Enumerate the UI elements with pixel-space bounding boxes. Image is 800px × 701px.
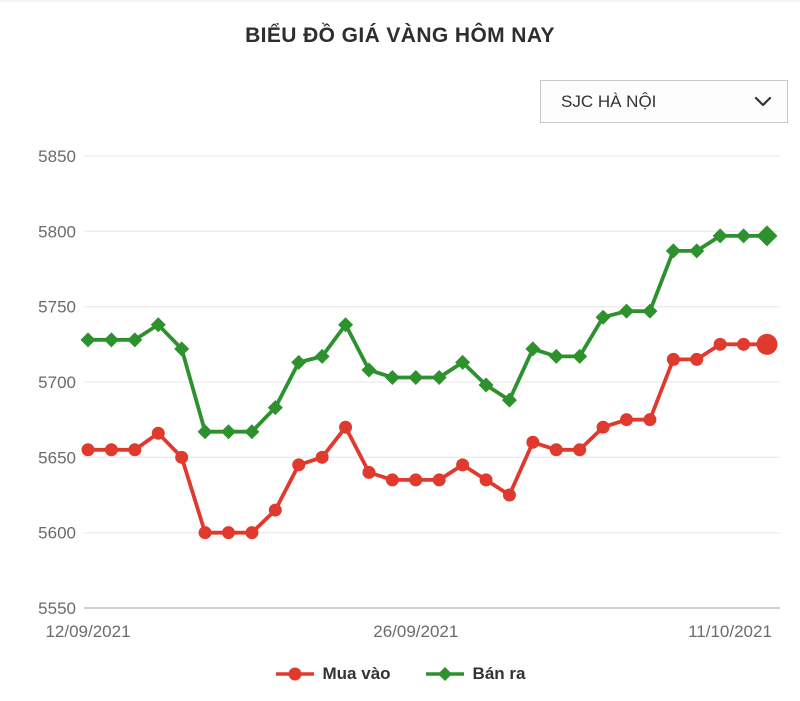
data-point-marker [408, 369, 424, 385]
data-point-marker [384, 369, 400, 385]
data-point-marker [736, 228, 752, 244]
y-axis-tick-label: 5600 [38, 524, 76, 543]
data-point-marker [713, 337, 727, 351]
data-point-marker [549, 443, 563, 457]
data-point-marker [409, 473, 423, 487]
data-point-marker [339, 420, 353, 434]
y-axis-tick-label: 5850 [38, 147, 76, 166]
data-point-marker [150, 317, 166, 333]
data-point-marker [525, 341, 541, 357]
data-point-marker [737, 337, 751, 351]
legend-item-label: Mua vào [322, 664, 391, 683]
data-point-marker [526, 435, 540, 449]
data-point-marker [455, 354, 471, 370]
legend-item-label: Bán ra [472, 664, 526, 683]
y-axis-tick-label: 5650 [38, 448, 76, 467]
x-axis-tick-label: 26/09/2021 [373, 622, 458, 641]
series-line-mua-vao [86, 342, 769, 535]
data-point-marker [315, 450, 329, 464]
data-point-marker [220, 424, 236, 440]
data-point-marker [127, 332, 143, 348]
data-point-marker [174, 341, 190, 357]
data-point-marker [573, 443, 587, 457]
data-point-marker [175, 450, 189, 464]
y-axis-tick-label: 5750 [38, 298, 76, 317]
data-point-marker [643, 413, 657, 427]
data-point-marker [478, 377, 494, 393]
data-point-marker [432, 473, 446, 487]
data-point-marker [80, 332, 96, 348]
data-point-marker [596, 420, 610, 434]
data-point-marker [479, 473, 493, 487]
data-point-marker [267, 400, 283, 416]
data-point-marker [756, 225, 778, 247]
x-axis-tick-label: 12/09/2021 [45, 622, 130, 641]
data-point-marker [245, 526, 259, 540]
data-point-marker [151, 426, 165, 440]
data-point-marker [501, 392, 517, 408]
data-point-marker [361, 362, 377, 378]
data-point-marker [128, 443, 142, 457]
chart-legend: Mua vào Bán ra [0, 658, 800, 690]
y-axis-tick-label: 5550 [38, 599, 76, 618]
data-point-marker [689, 243, 705, 259]
data-point-marker [756, 333, 778, 355]
data-point-marker [291, 354, 307, 370]
data-point-marker [104, 443, 118, 457]
data-point-marker [314, 348, 330, 364]
data-point-marker [81, 443, 95, 457]
chevron-down-icon [754, 96, 772, 107]
data-point-marker [690, 352, 704, 366]
data-point-marker [666, 352, 680, 366]
legend-item-mua-vao[interactable]: Mua vào [275, 664, 391, 684]
data-point-marker [548, 348, 564, 364]
y-axis-tick-label: 5800 [38, 222, 76, 241]
legend-item-ban-ra[interactable]: Bán ra [425, 664, 526, 684]
data-point-marker [197, 424, 213, 440]
data-point-marker [619, 303, 635, 319]
data-point-marker [221, 526, 235, 540]
gold-price-line-chart: 5550 5600 5650 5700 5750 5800 5850 12/09/2021 26… [38, 147, 780, 641]
data-point-marker [362, 465, 376, 479]
data-point-marker [712, 228, 728, 244]
x-axis-tick-label: 11/10/2021 [688, 622, 772, 641]
series-line-ban-ra [86, 234, 769, 434]
data-point-marker [198, 526, 212, 540]
data-point-marker [620, 413, 634, 427]
data-point-marker [338, 317, 354, 333]
region-select-value: SJC HÀ NỘI [561, 91, 657, 111]
data-point-marker [502, 488, 516, 502]
y-axis-tick-label: 5700 [38, 373, 76, 392]
data-point-marker [431, 369, 447, 385]
legend-diamond-marker-icon [425, 667, 464, 681]
data-point-marker [244, 424, 260, 440]
page-title: BIỂU ĐỒ GIÁ VÀNG HÔM NAY [245, 24, 555, 47]
data-point-marker [665, 243, 681, 259]
data-point-marker [292, 458, 306, 472]
legend-circle-marker-icon [275, 667, 314, 681]
data-point-marker [103, 332, 119, 348]
data-point-marker [595, 309, 611, 325]
data-point-marker [572, 348, 588, 364]
data-point-marker [456, 458, 470, 472]
region-select[interactable]: SJC HÀ NỘI [540, 80, 788, 123]
data-point-marker [385, 473, 399, 487]
data-point-marker [268, 503, 282, 517]
data-point-marker [642, 303, 658, 319]
